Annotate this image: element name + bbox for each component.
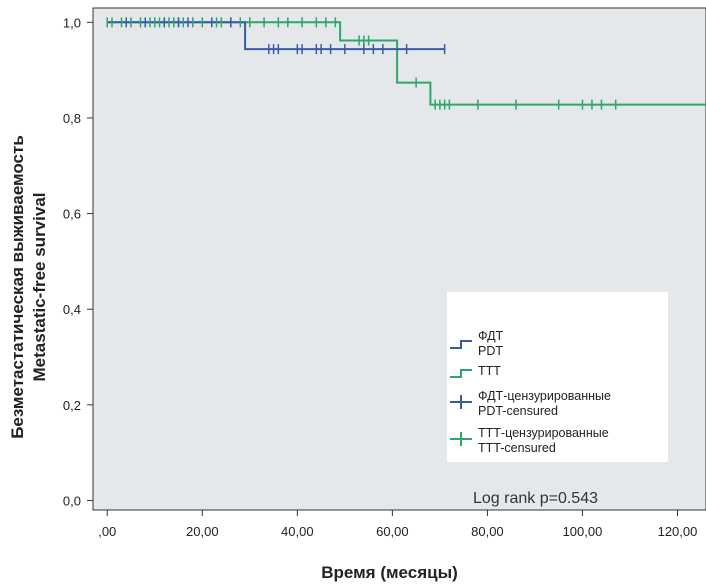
- legend-label-pdt-censored-2: PDT-censured: [478, 404, 558, 418]
- log-rank-annotation: Log rank p=0.543: [473, 490, 598, 507]
- legend-swatch-pdt-censored: [450, 395, 472, 409]
- survival-line-ttt: [107, 21, 706, 106]
- legend-label-ttt-censored-2: TTT-censured: [478, 441, 556, 455]
- y-tick-label: 0,0: [63, 493, 81, 508]
- legend-label-pdt-censored-1: ФДТ-цензурированные: [478, 389, 611, 403]
- legend-box: [447, 292, 668, 462]
- legend-label-pdt-1: ФДТ: [478, 329, 504, 343]
- legend-label-ttt-censored-1: ТТТ-цензурированные: [478, 426, 609, 440]
- x-tick-label: 100,00: [563, 524, 603, 539]
- legend-swatch-pdt: [450, 340, 472, 349]
- legend-swatch-ttt-censored: [450, 432, 472, 446]
- x-tick-label: 80,00: [471, 524, 504, 539]
- censor-marks: [106, 17, 617, 110]
- y-axis-title-line1: Безметастатическая выживаемость: [8, 135, 27, 439]
- x-tick-label: ,00: [98, 524, 116, 539]
- x-tick-label: 20,00: [186, 524, 219, 539]
- y-axis-title-line2: Metastatic-free survival: [30, 193, 49, 382]
- x-axis-title: Время (месяцы): [321, 563, 458, 582]
- y-tick-label: 0,8: [63, 111, 81, 126]
- x-tick-label: 120,00: [658, 524, 698, 539]
- legend: ФДТ PDT ТТТ ФДТ-цензурированные PDT-cens…: [447, 292, 668, 462]
- legend-swatch-ttt: [450, 369, 472, 378]
- y-tick-label: 0,4: [63, 302, 81, 317]
- y-tick-label: 1,0: [63, 15, 81, 30]
- y-tick-label: 0,2: [63, 398, 81, 413]
- y-tick-label: 0,6: [63, 207, 81, 222]
- x-tick-label: 40,00: [281, 524, 314, 539]
- x-tick-label: 60,00: [376, 524, 409, 539]
- legend-label-pdt-2: PDT: [478, 344, 503, 358]
- legend-label-ttt: ТТТ: [478, 364, 501, 378]
- axes: ,00 20,00 40,00 60,00 80,00 100,00 120,00 0,0 0,…: [63, 8, 706, 539]
